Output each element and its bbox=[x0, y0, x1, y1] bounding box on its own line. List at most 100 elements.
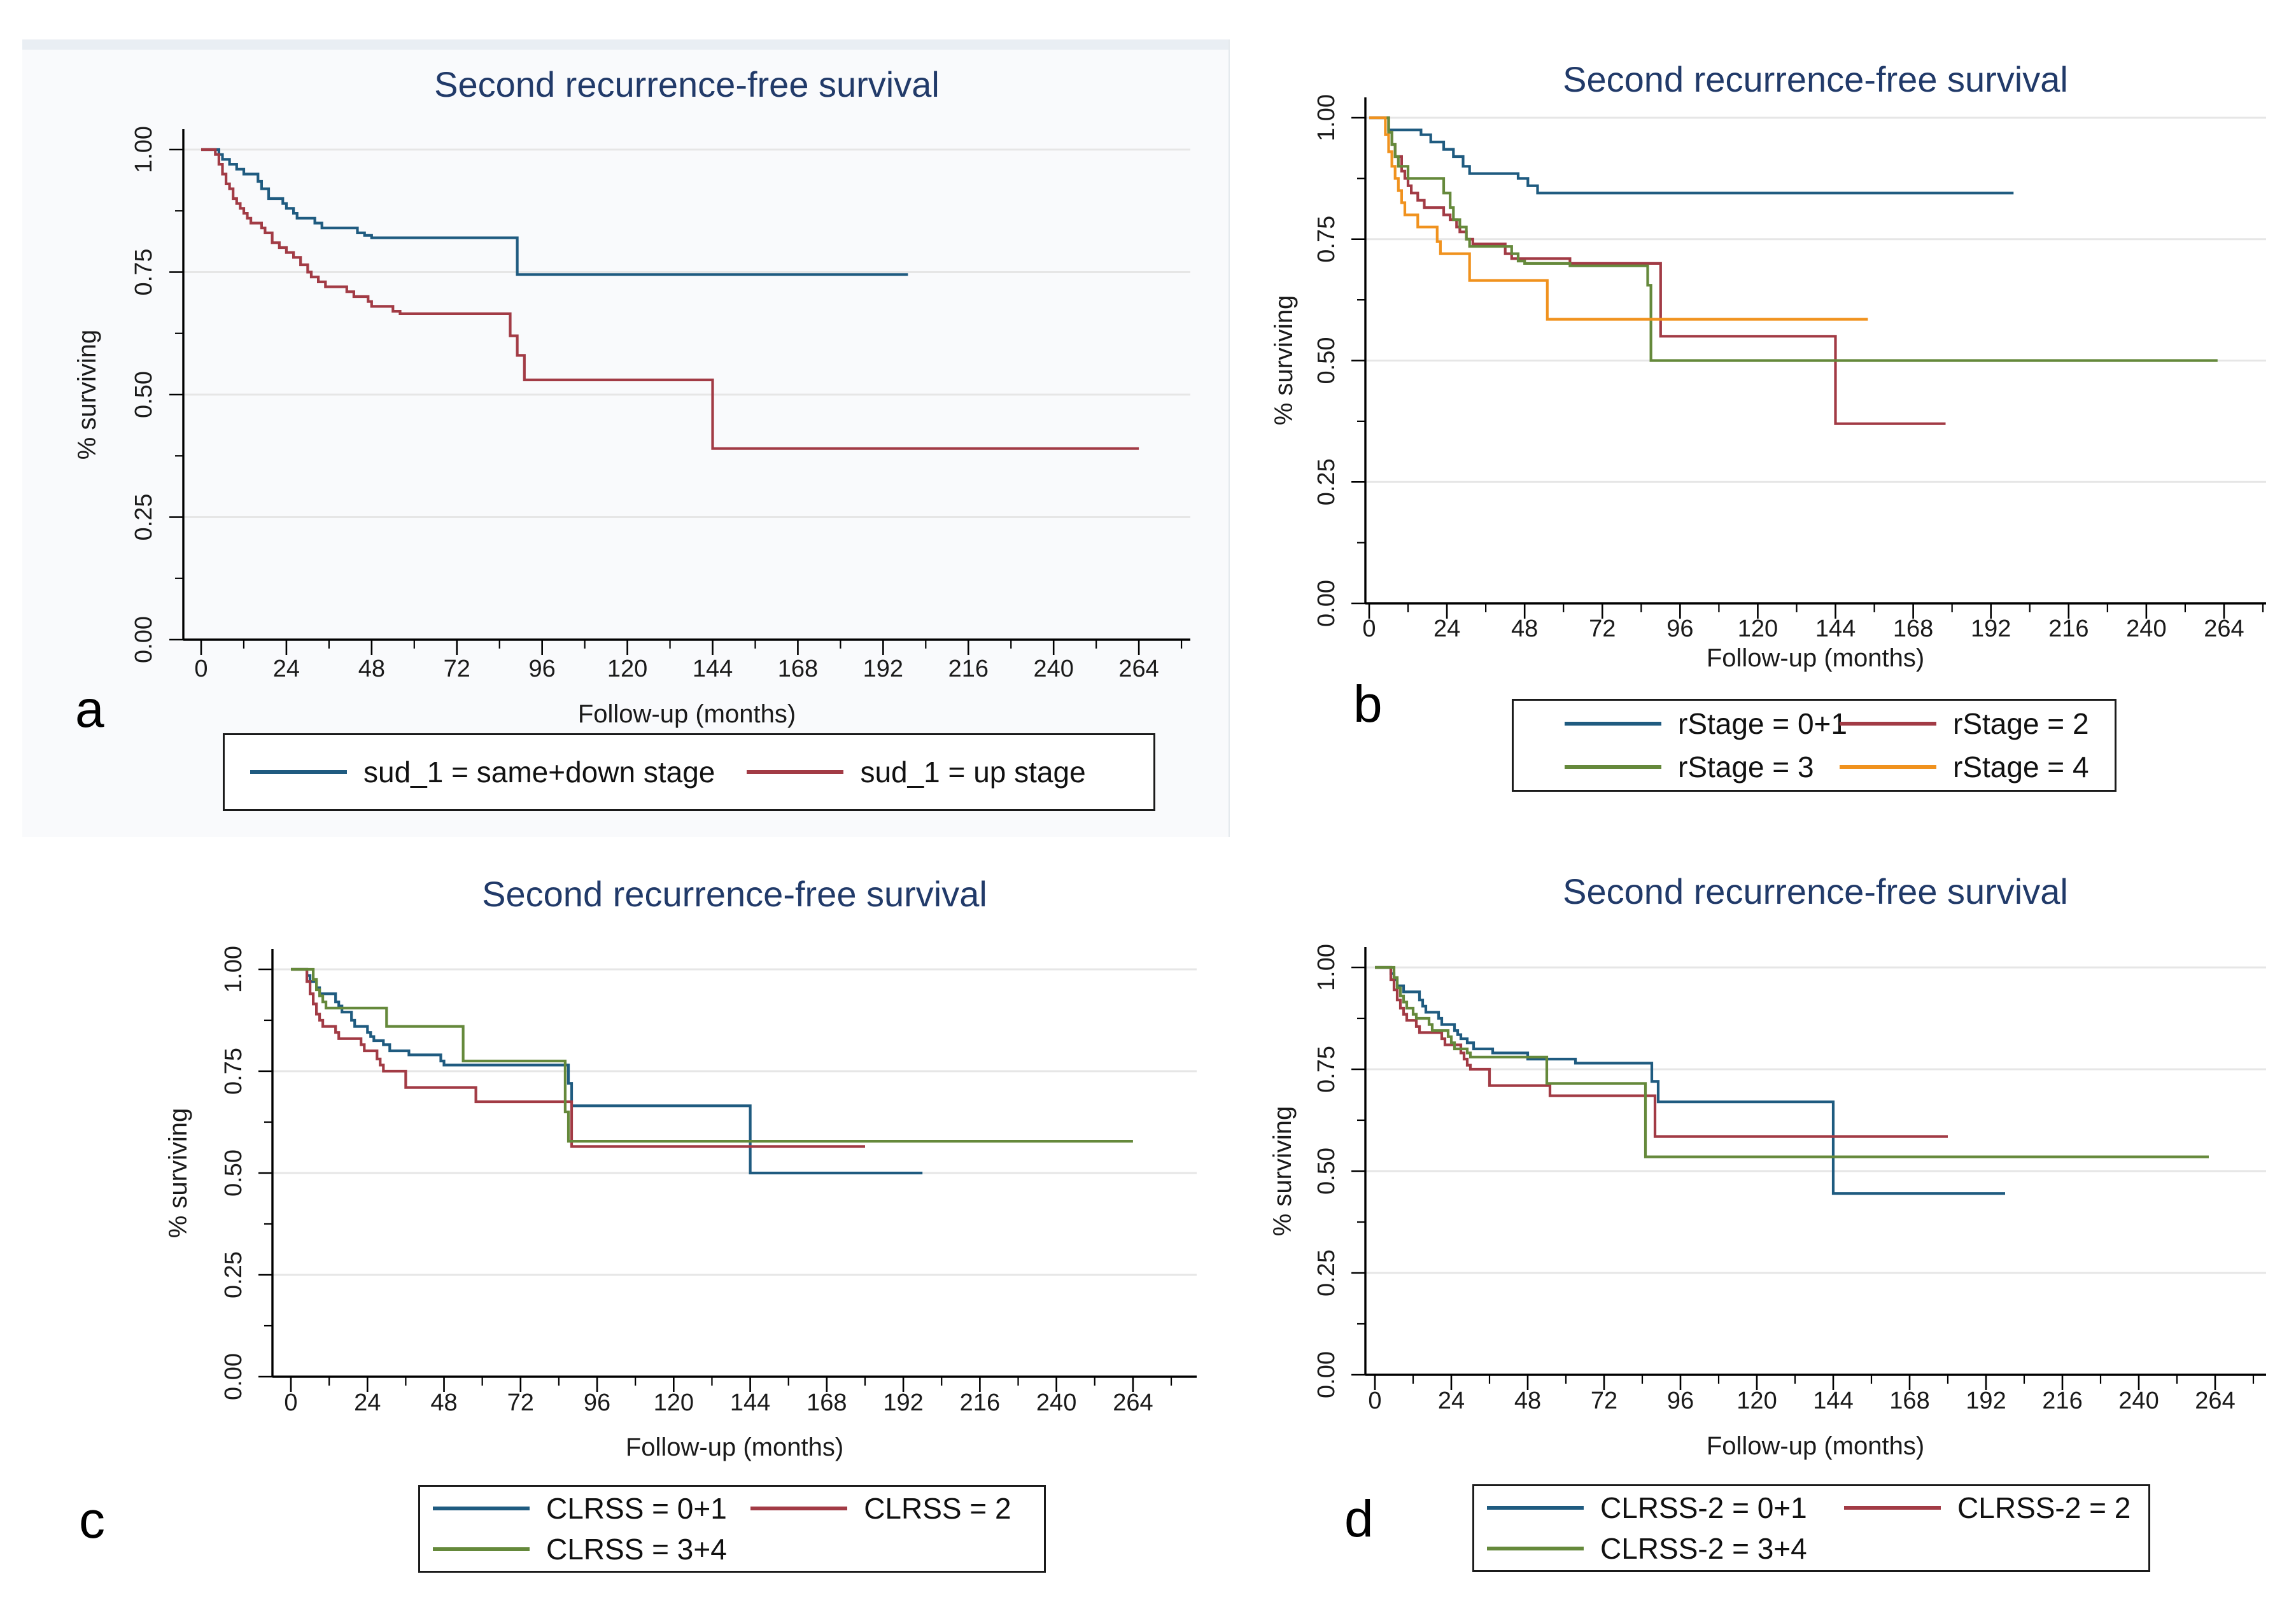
x-tick-label: 264 bbox=[1113, 1389, 1153, 1416]
x-tick-label: 96 bbox=[529, 656, 556, 682]
panel-a-top-strip bbox=[22, 39, 1229, 50]
x-tick-label: 48 bbox=[430, 1389, 457, 1416]
x-tick-label: 96 bbox=[1666, 615, 1693, 642]
x-tick-label: 72 bbox=[444, 656, 470, 682]
y-tick-label: 0.50 bbox=[1313, 1148, 1340, 1195]
x-tick-label: 192 bbox=[1971, 615, 2011, 642]
km-curve-blue-b bbox=[1369, 116, 2014, 195]
legend-item-label: sud_1 = up stage bbox=[860, 755, 1086, 789]
legend-item-label: CLRSS = 0+1 bbox=[546, 1492, 727, 1525]
x-tick-label: 192 bbox=[1966, 1388, 2006, 1414]
legend-item: rStage = 2 bbox=[1840, 706, 2115, 741]
x-tick-label: 192 bbox=[883, 1389, 923, 1416]
y-tick-label: 0.75 bbox=[1313, 216, 1340, 263]
km-curve-green-d bbox=[1375, 966, 2209, 1158]
x-tick-label: 168 bbox=[806, 1389, 847, 1416]
km-plot-b: 1.00 0.75 0.50 0.25 0.00 0 24 48 72 96 120 144 168 19… bbox=[1270, 94, 2266, 642]
panel-letter-b: b bbox=[1353, 675, 1383, 733]
y-tick-label: 1.00 bbox=[220, 946, 247, 993]
legend-item-label: rStage = 2 bbox=[1953, 707, 2089, 740]
x-tick-label: 0 bbox=[194, 656, 208, 682]
y-tick-label: 0.75 bbox=[130, 249, 157, 296]
y-tick-label: 0.00 bbox=[220, 1353, 247, 1400]
legend-line-swatch bbox=[433, 1547, 530, 1551]
km-curve-blue-c bbox=[291, 967, 923, 1175]
x-tick-label: 24 bbox=[1438, 1388, 1465, 1414]
legend-line-swatch bbox=[1840, 722, 1936, 726]
legend-item-label: CLRSS-2 = 2 bbox=[1957, 1491, 2131, 1524]
km-plot-d: 1.00 0.75 0.50 0.25 0.00 0 24 48 72 96 120 144 168 19… bbox=[1269, 944, 2266, 1414]
y-tick-label: 0.25 bbox=[1313, 458, 1340, 505]
x-tick-label: 264 bbox=[2204, 615, 2244, 642]
x-tick-label: 240 bbox=[2126, 615, 2166, 642]
y-tick-label: 0.00 bbox=[1313, 580, 1340, 627]
km-curve-green-b bbox=[1369, 116, 2218, 362]
x-tick-label: 240 bbox=[1036, 1389, 1076, 1416]
chart-title-d: Second recurrence-free survival bbox=[1563, 871, 2068, 911]
legend-item-label: rStage = 3 bbox=[1678, 750, 1814, 783]
legend-line-swatch bbox=[433, 1507, 530, 1510]
legend-item: CLRSS-2 = 2 bbox=[1844, 1491, 2148, 1525]
km-curve-red-b bbox=[1369, 116, 1946, 425]
legend-line-swatch bbox=[250, 770, 347, 774]
chart-title-b: Second recurrence-free survival bbox=[1563, 59, 2068, 99]
legend-item: CLRSS = 2 bbox=[750, 1491, 1044, 1526]
legend-item: sud_1 = same+down stage bbox=[250, 755, 747, 789]
legend-item-label: rStage = 4 bbox=[1953, 750, 2089, 783]
legend-line-swatch bbox=[1487, 1506, 1584, 1510]
y-tick-label: 0.00 bbox=[1313, 1351, 1340, 1398]
legend-b: rStage = 0+1 rStage = 2 rStage = 3 rStage =… bbox=[1512, 699, 2116, 792]
legend-item: sud_1 = up stage bbox=[747, 755, 1153, 789]
y-tick-label: 0.50 bbox=[220, 1149, 247, 1197]
x-tick-label: 24 bbox=[273, 656, 300, 682]
legend-item: CLRSS = 3+4 bbox=[433, 1532, 750, 1566]
legend-item-label: CLRSS-2 = 0+1 bbox=[1600, 1491, 1807, 1524]
legend-line-swatch bbox=[1844, 1506, 1941, 1510]
legend-item: rStage = 4 bbox=[1840, 750, 2115, 784]
x-tick-label: 72 bbox=[1589, 615, 1616, 642]
y-axis-label: % surviving bbox=[164, 1108, 192, 1239]
y-tick-label: 0.25 bbox=[220, 1251, 247, 1298]
x-tick-label: 264 bbox=[2195, 1388, 2235, 1414]
legend-item-label: sud_1 = same+down stage bbox=[363, 755, 715, 789]
x-tick-label: 24 bbox=[1433, 615, 1460, 642]
x-tick-label: 216 bbox=[948, 656, 989, 682]
x-tick-label: 216 bbox=[960, 1389, 1000, 1416]
x-tick-label: 120 bbox=[607, 656, 647, 682]
x-tick-label: 0 bbox=[1368, 1388, 1381, 1414]
km-curve-blue-a bbox=[201, 148, 908, 276]
x-tick-label: 144 bbox=[693, 656, 733, 682]
x-tick-label: 240 bbox=[1033, 656, 1073, 682]
legend-item: rStage = 0+1 bbox=[1565, 706, 1847, 741]
x-tick-label: 144 bbox=[1815, 615, 1856, 642]
x-axis-label-b: Follow-up (months) bbox=[1706, 644, 1925, 672]
legend-a: sud_1 = same+down stage sud_1 = up stage bbox=[223, 733, 1155, 811]
legend-item-label: CLRSS = 2 bbox=[864, 1492, 1011, 1525]
x-tick-label: 120 bbox=[654, 1389, 694, 1416]
km-curve-red-d bbox=[1375, 966, 1948, 1138]
x-axis-label-c: Follow-up (months) bbox=[625, 1433, 844, 1461]
legend-line-swatch bbox=[747, 770, 844, 774]
km-plot-c: 1.00 0.75 0.50 0.25 0.00 0 24 48 72 96 120 144 168 19… bbox=[164, 946, 1197, 1416]
km-curve-orange-b bbox=[1369, 116, 1868, 321]
km-curve-red-c bbox=[291, 967, 865, 1148]
x-tick-label: 120 bbox=[1738, 615, 1778, 642]
x-tick-label: 0 bbox=[284, 1389, 297, 1416]
chart-title-a: Second recurrence-free survival bbox=[434, 64, 940, 104]
panel-letter-c: c bbox=[79, 1491, 105, 1549]
y-tick-label: 0.75 bbox=[1313, 1046, 1340, 1093]
x-tick-label: 144 bbox=[730, 1389, 770, 1416]
x-tick-label: 96 bbox=[1667, 1388, 1694, 1414]
x-axis-label-a: Follow-up (months) bbox=[577, 700, 796, 728]
legend-line-swatch bbox=[1565, 765, 1661, 769]
y-tick-label: 0.25 bbox=[1313, 1249, 1340, 1296]
km-curve-blue-d bbox=[1375, 966, 2005, 1195]
x-tick-label: 264 bbox=[1118, 656, 1159, 682]
legend-item: CLRSS = 0+1 bbox=[433, 1491, 750, 1526]
y-axis-label: % surviving bbox=[73, 330, 101, 460]
y-tick-label: 1.00 bbox=[1313, 944, 1340, 991]
legend-line-swatch bbox=[1565, 722, 1661, 726]
legend-item: rStage = 3 bbox=[1565, 750, 1840, 784]
